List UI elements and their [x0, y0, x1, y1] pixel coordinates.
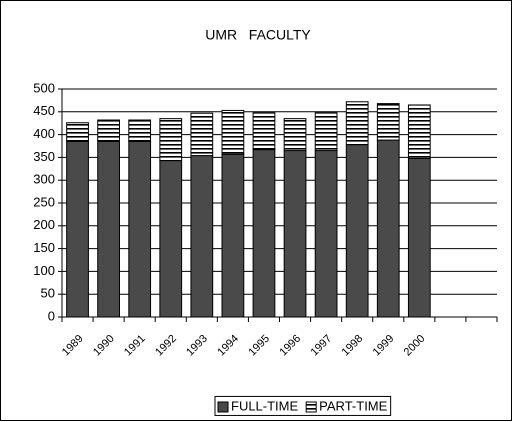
bar-segment — [66, 122, 89, 142]
x-tick-label: 1990 — [91, 333, 117, 359]
bar-segment — [345, 101, 369, 146]
bar-segment — [128, 119, 152, 142]
x-tick-label: 1991 — [122, 333, 148, 359]
bar-segment — [97, 140, 120, 318]
x-tick-label: 1999 — [371, 333, 397, 359]
x-tick-label: 1995 — [246, 333, 272, 359]
y-tick-label: 100 — [33, 263, 55, 278]
bar-segment — [128, 140, 152, 318]
bar-segment — [407, 104, 431, 159]
bar-segment — [314, 150, 338, 318]
bar-segment — [221, 153, 245, 318]
x-tick-label: 1996 — [277, 333, 303, 359]
legend-box — [214, 395, 392, 416]
bar-segment — [221, 109, 245, 155]
y-tick-label: 450 — [33, 103, 55, 118]
bar-segment — [66, 140, 89, 318]
bar-segment — [345, 144, 369, 318]
legend-label: PART-TIME — [319, 398, 387, 413]
x-tick-label: 1993 — [184, 333, 210, 359]
x-tick-label: 1992 — [153, 333, 179, 359]
y-tick-label: 300 — [33, 172, 55, 187]
bar-segment — [252, 149, 276, 318]
x-tick-label: 2000 — [402, 333, 428, 359]
y-tick-label: 500 — [33, 80, 55, 95]
bar-segment — [376, 103, 400, 141]
y-tick-label: 200 — [33, 217, 55, 232]
bar-segment — [314, 112, 338, 152]
y-tick-label: 350 — [33, 149, 55, 164]
bar-segment — [283, 118, 307, 152]
x-tick-label: 1997 — [308, 333, 334, 359]
bar-segment — [159, 160, 183, 318]
y-tick-label: 250 — [33, 194, 55, 209]
legend-swatch — [305, 401, 317, 413]
bar-segment — [407, 157, 431, 318]
bar-segment — [190, 155, 214, 318]
y-tick-label: 150 — [33, 240, 55, 255]
x-tick-label: 1994 — [215, 333, 241, 359]
bar-segment — [190, 112, 214, 157]
legend: FULL-TIME PART-TIME — [217, 398, 388, 413]
y-tick-label: 50 — [41, 286, 55, 301]
chart-title: UMR FACULTY — [205, 27, 311, 43]
x-tick-label: 1989 — [60, 333, 86, 359]
bar-segment — [97, 119, 120, 142]
bar-segment — [283, 150, 307, 318]
x-tick-label: 1998 — [340, 333, 366, 359]
bar-segment — [252, 112, 276, 151]
bar-segment — [376, 139, 400, 318]
y-tick-label: 400 — [33, 126, 55, 141]
y-tick-label: 0 — [48, 308, 55, 323]
legend-swatch — [217, 401, 229, 413]
bar-segment — [159, 118, 183, 162]
legend-label: FULL-TIME — [231, 398, 299, 413]
